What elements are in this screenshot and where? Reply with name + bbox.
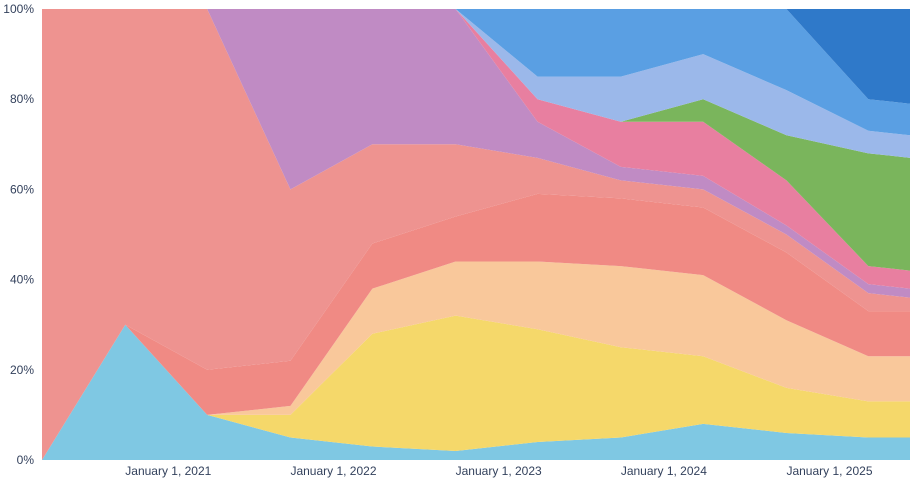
- x-tick-label: January 1, 2025: [786, 464, 872, 478]
- series-area-10: [42, 9, 910, 136]
- y-tick-label: 80%: [10, 92, 34, 106]
- series-area-8: [42, 9, 910, 271]
- series-area-9: [42, 9, 910, 158]
- x-tick-label: January 1, 2023: [456, 464, 542, 478]
- y-tick-label: 40%: [10, 273, 34, 287]
- y-tick-label: 0%: [17, 453, 35, 467]
- series-area-6: [42, 9, 910, 298]
- y-tick-label: 100%: [3, 2, 34, 16]
- series-area-2: [42, 315, 910, 460]
- y-axis: 0% 20% 40% 60% 80% 100%: [3, 2, 34, 467]
- series-area-3: [42, 261, 910, 460]
- x-tick-label: January 1, 2024: [621, 464, 707, 478]
- y-tick-label: 60%: [10, 182, 34, 196]
- series-area-7: [42, 9, 910, 289]
- series-area-1: [42, 324, 910, 460]
- series-area-11: [42, 9, 910, 104]
- series-areas: [42, 9, 910, 460]
- series-area-5: [42, 9, 910, 460]
- series-area-4: [42, 193, 910, 460]
- x-axis: January 1, 2021 January 1, 2022 January 1,…: [125, 464, 873, 478]
- x-tick-label: January 1, 2022: [290, 464, 376, 478]
- y-tick-label: 20%: [10, 363, 34, 377]
- x-tick-label: January 1, 2021: [125, 464, 211, 478]
